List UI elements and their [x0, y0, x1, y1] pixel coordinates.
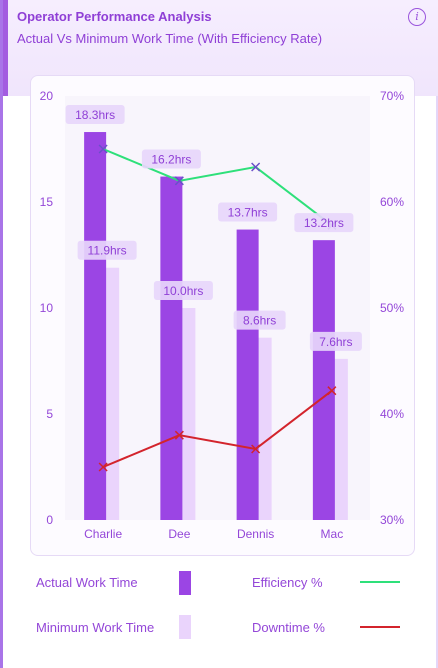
bar-actual	[160, 176, 183, 520]
bar-minimum	[332, 358, 348, 520]
y-right-tick-label: 30%	[380, 513, 404, 527]
legend-swatch-downtime	[360, 626, 400, 628]
y-left-tick-label: 5	[46, 407, 53, 421]
label-actual: 13.7hrs	[228, 206, 268, 220]
label-actual: 13.2hrs	[304, 216, 344, 230]
bar-minimum	[180, 308, 196, 520]
y-left-tick-label: 20	[40, 89, 54, 103]
label-actual-bg	[65, 105, 125, 125]
efficiency-point	[98, 144, 108, 154]
y-right-tick-label: 60%	[380, 195, 404, 209]
y-right-tick-label: 70%	[380, 89, 404, 103]
y-left-tick-label: 10	[40, 301, 54, 315]
legend-swatch-minimum	[179, 615, 191, 639]
label-actual-bg	[141, 149, 201, 169]
x-tick-label: Dee	[168, 527, 190, 541]
x-tick-label: Mac	[321, 527, 344, 541]
label-minimum: 7.6hrs	[319, 335, 352, 349]
legend-label-minimum: Minimum Work Time	[36, 620, 155, 635]
label-minimum-bg	[153, 281, 213, 300]
label-minimum-bg	[77, 240, 137, 260]
label-minimum: 10.0hrs	[163, 284, 203, 298]
combo-chart: 0 5 10 15 20 30% 40% 50% 60% 70% Charlie Dee Dennis M…	[40, 89, 405, 541]
legend-swatch-actual	[179, 571, 191, 595]
bar-actual	[236, 229, 259, 520]
downtime-point	[174, 430, 184, 440]
y-left-tick-label: 0	[46, 513, 53, 527]
label-minimum: 8.6hrs	[243, 314, 276, 328]
legend-label-actual: Actual Work Time	[36, 575, 138, 590]
downtime-point	[251, 444, 261, 454]
efficiency-point	[174, 176, 184, 186]
legend-label-efficiency: Efficiency %	[252, 575, 323, 590]
bar-actual	[312, 240, 335, 520]
chart-title: Operator Performance Analysis	[17, 9, 212, 24]
x-tick-label: Charlie	[84, 527, 122, 541]
label-minimum-bg	[233, 310, 286, 330]
label-actual: 18.3hrs	[75, 108, 115, 122]
legend-label-downtime: Downtime %	[252, 620, 325, 635]
x-tick-label: Dennis	[237, 527, 274, 541]
label-actual: 16.2hrs	[151, 153, 191, 167]
bar-minimum	[104, 267, 120, 520]
label-minimum-bg	[309, 331, 362, 351]
info-icon[interactable]: i	[408, 8, 426, 26]
efficiency-line	[102, 148, 333, 227]
y-right-tick-label: 40%	[380, 407, 404, 421]
efficiency-point	[251, 162, 261, 172]
chart-subtitle: Actual Vs Minimum Work Time (With Effici…	[17, 31, 323, 46]
y-right-tick-label: 50%	[380, 301, 404, 315]
downtime-point	[327, 386, 337, 396]
header-accent-bar	[3, 0, 8, 96]
legend-swatch-efficiency	[360, 581, 400, 583]
y-left-tick-label: 15	[40, 195, 54, 209]
bar-actual	[84, 132, 107, 521]
label-actual-bg	[218, 202, 278, 222]
downtime-line	[102, 389, 333, 468]
label-actual-bg	[294, 213, 354, 233]
label-minimum: 11.9hrs	[88, 244, 127, 258]
bar-minimum	[256, 337, 272, 520]
downtime-point	[98, 462, 108, 472]
